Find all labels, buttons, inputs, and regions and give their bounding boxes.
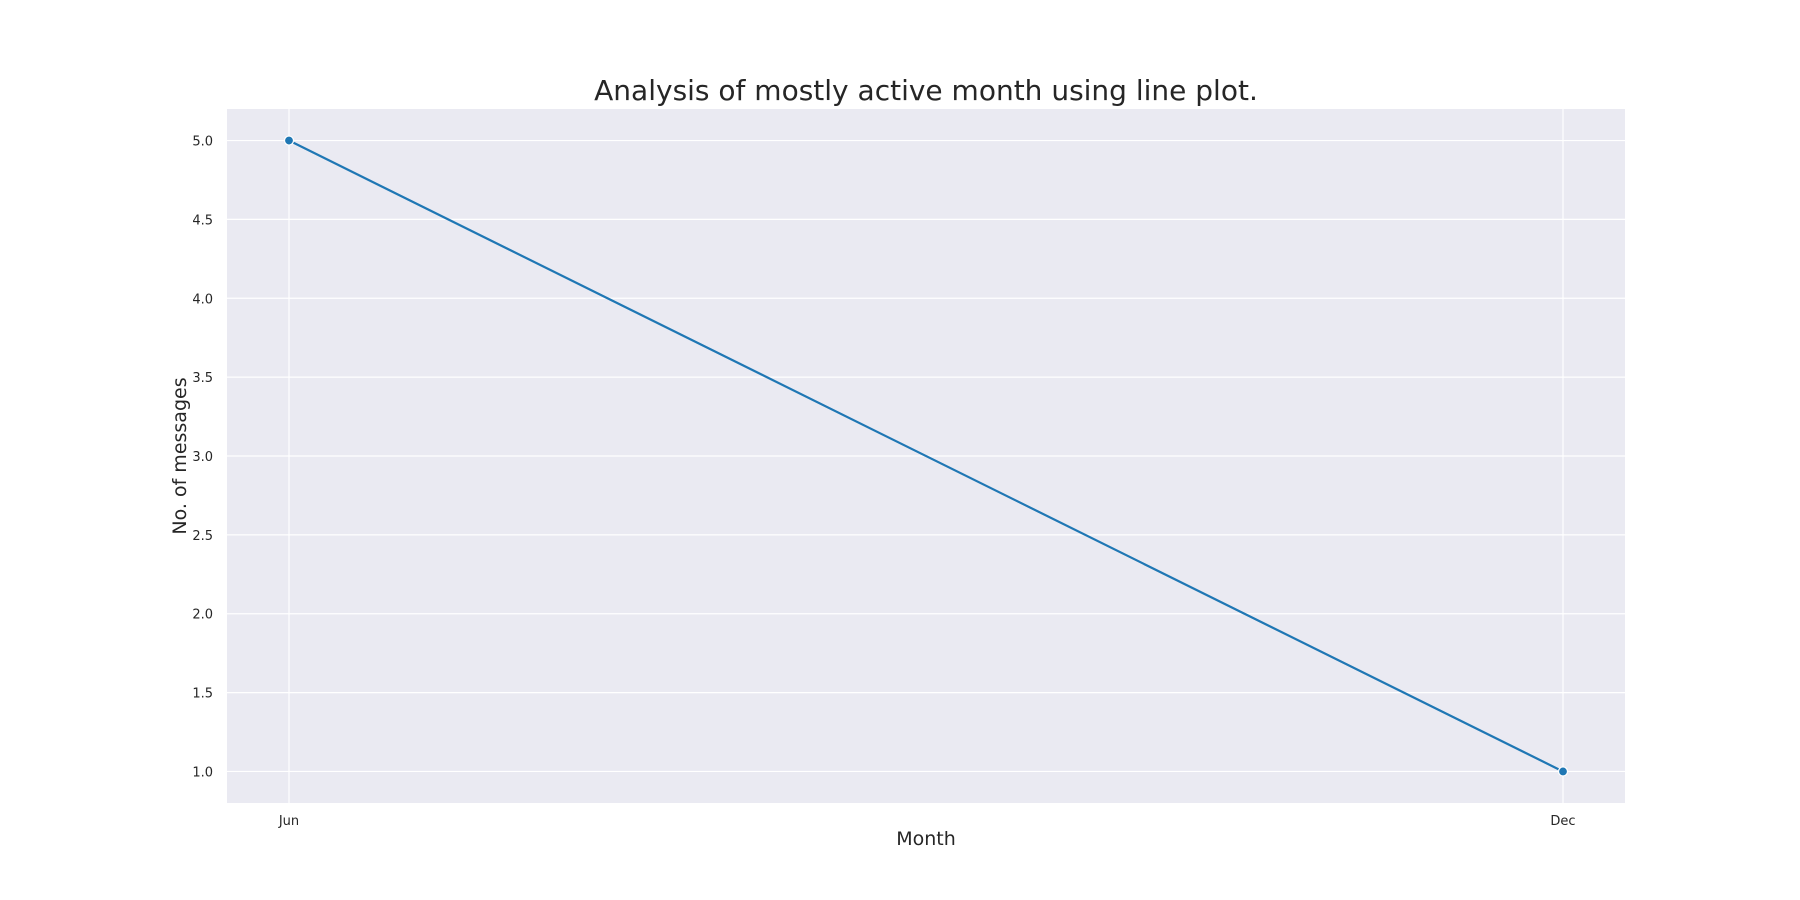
y-tick-label: 2.5 bbox=[192, 529, 213, 544]
y-tick-label: 4.5 bbox=[192, 213, 213, 228]
y-axis-label: No. of messages bbox=[169, 377, 191, 534]
data-point-jun bbox=[283, 135, 295, 146]
y-tick-label: 3.0 bbox=[192, 450, 213, 465]
y-tick-label: 3.5 bbox=[192, 371, 213, 386]
series-line bbox=[288, 139, 1564, 773]
y-tick-label: 5.0 bbox=[192, 135, 213, 150]
chart-title: Analysis of mostly active month using li… bbox=[594, 74, 1258, 107]
x-tick-label: Jun bbox=[278, 814, 299, 829]
grid-lines bbox=[227, 109, 1625, 803]
y-tick-label: 1.0 bbox=[192, 765, 213, 780]
y-tick-label: 4.0 bbox=[192, 292, 213, 307]
x-tick-label: Dec bbox=[1550, 814, 1575, 829]
y-tick-labels: 1.0 1.5 2.0 2.5 3.0 3.5 4.0 4.5 5.0 bbox=[192, 135, 213, 781]
y-tick-label: 2.0 bbox=[192, 608, 213, 623]
y-tick-label: 1.5 bbox=[192, 687, 213, 702]
series-group bbox=[283, 135, 1569, 777]
x-axis-label: Month bbox=[896, 828, 956, 850]
x-tick-labels: Jun Dec bbox=[278, 814, 1576, 829]
data-point-dec bbox=[1557, 766, 1569, 777]
